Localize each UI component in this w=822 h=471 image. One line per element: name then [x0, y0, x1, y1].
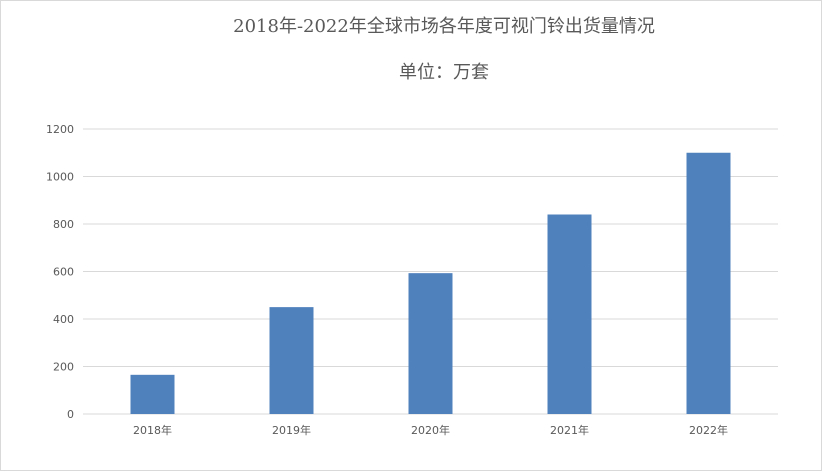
bar-2018年	[130, 374, 175, 414]
bar-2021年	[547, 214, 592, 414]
bar-2020年	[408, 273, 453, 414]
x-tick-label: 2019年	[272, 423, 311, 437]
x-tick-label: 2022年	[689, 423, 728, 437]
y-tick-label: 600	[53, 266, 74, 279]
x-axis-ticks: 2018年 2019年 2020年 2021年 2022年	[133, 423, 728, 437]
bar-2022年	[686, 152, 731, 414]
y-tick-label: 400	[53, 313, 74, 326]
x-tick-label: 2018年	[133, 423, 172, 437]
y-tick-label: 200	[53, 361, 74, 374]
x-tick-label: 2021年	[550, 423, 589, 437]
y-tick-label: 800	[53, 218, 74, 231]
bars	[130, 152, 731, 414]
y-tick-label: 1000	[46, 171, 74, 184]
y-tick-label: 0	[67, 408, 74, 421]
x-tick-label: 2020年	[411, 423, 450, 437]
chart-subtitle: 单位：万套	[399, 62, 489, 83]
y-axis-ticks: 0 200 400 600 800 1000 1200	[46, 123, 74, 421]
bar-2019年	[269, 307, 314, 414]
chart-title: 2018年-2022年全球市场各年度可视门铃出货量情况	[233, 16, 655, 37]
y-tick-label: 1200	[46, 123, 74, 136]
